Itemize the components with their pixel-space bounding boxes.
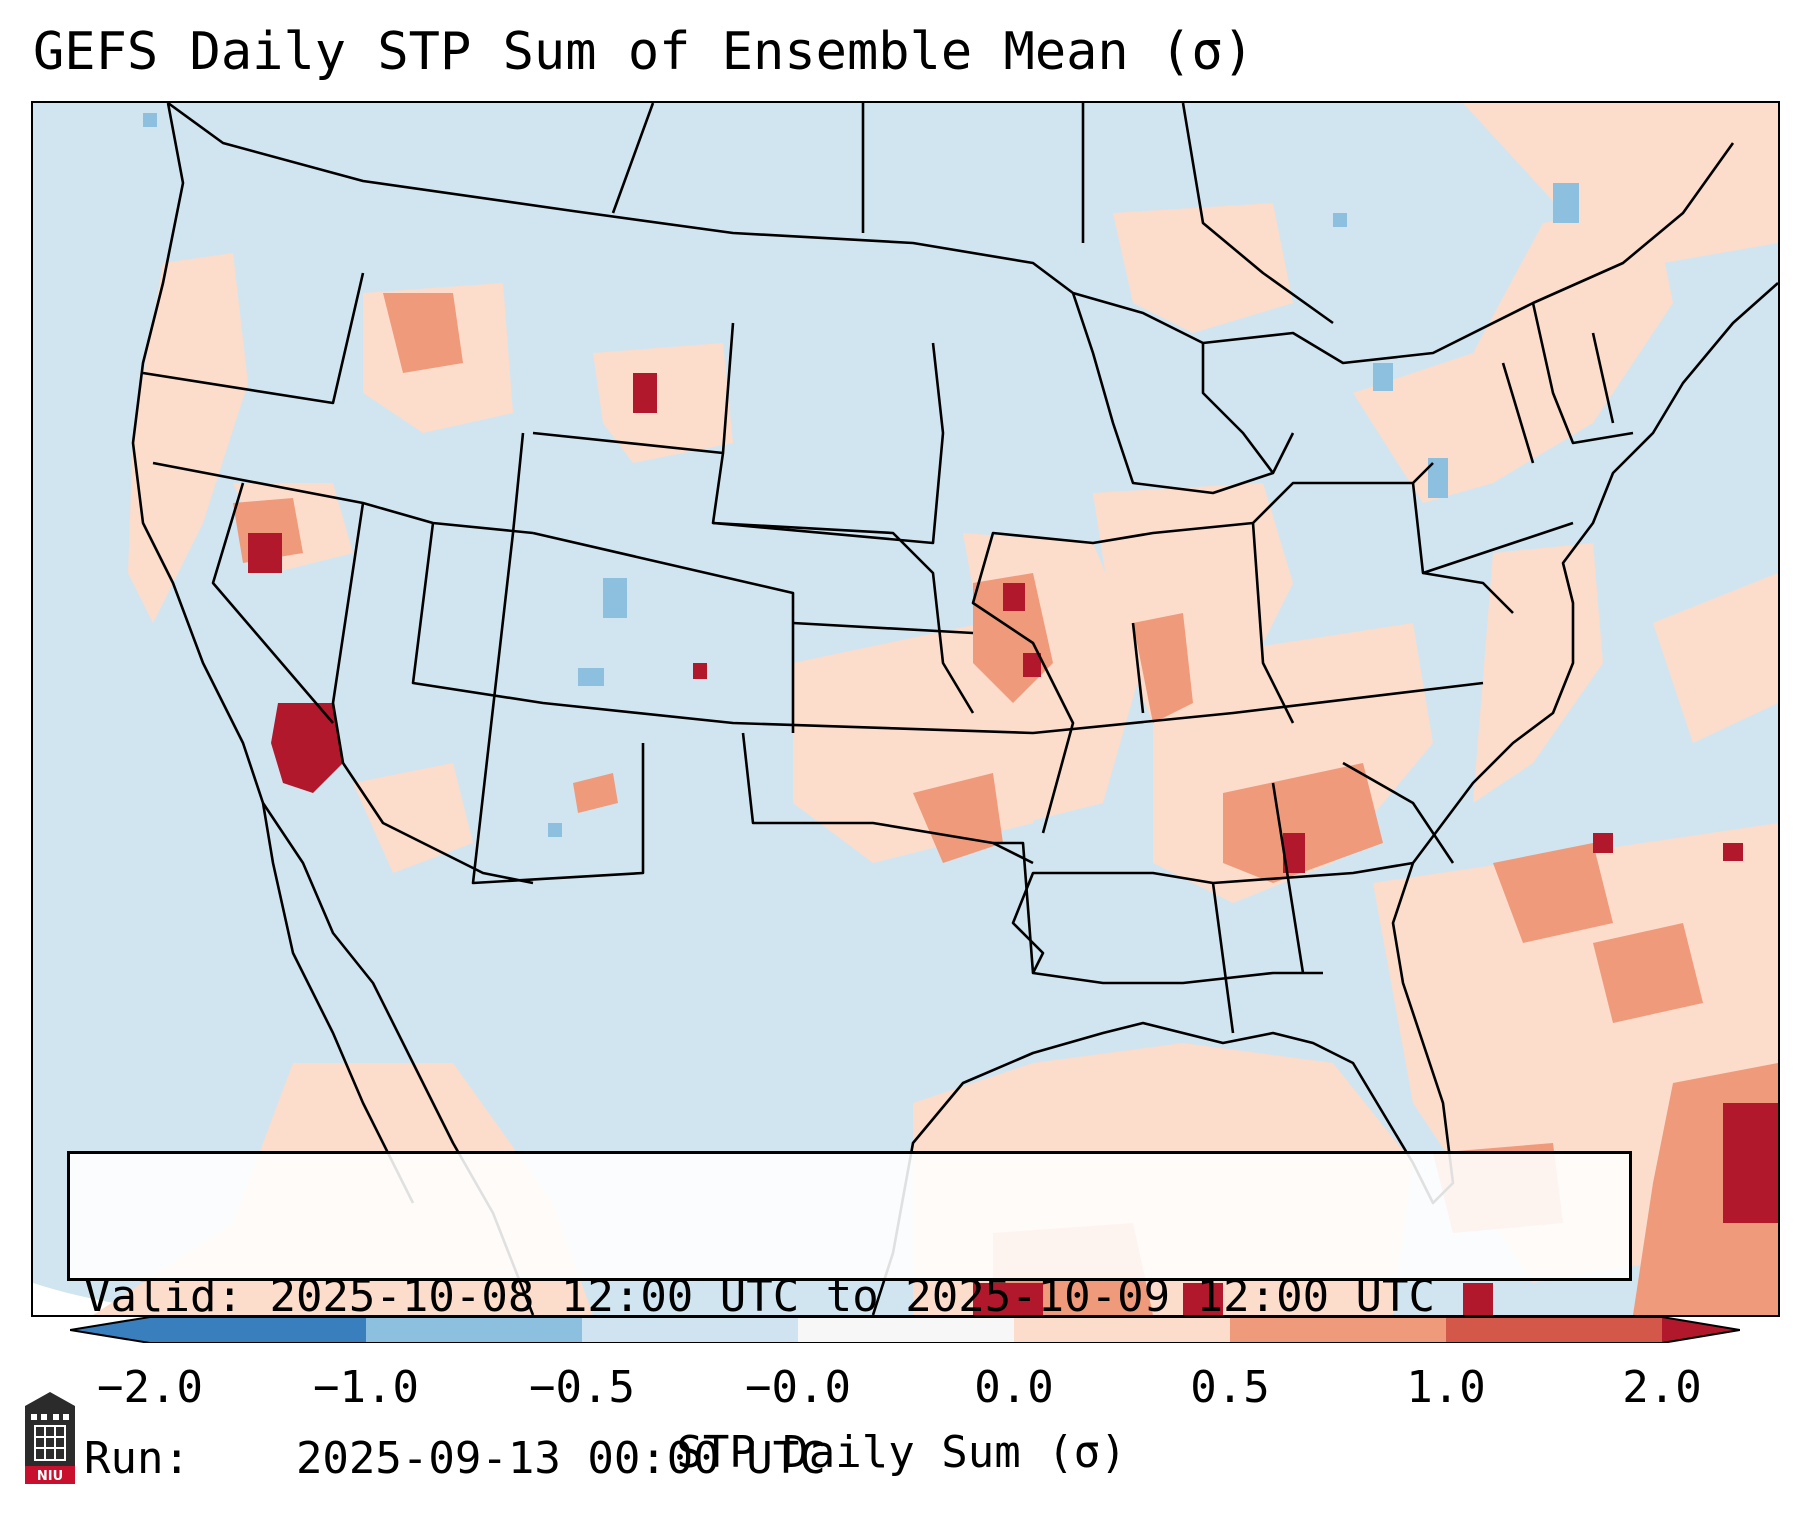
valid-row: Valid: 2025-10-08 12:00 UTC to 2025-10-0… <box>84 1270 1615 1324</box>
colorbar-seg-2 <box>366 1317 582 1343</box>
info-box: Valid: 2025-10-08 12:00 UTC to 2025-10-0… <box>67 1151 1632 1484</box>
valid-label: Valid: <box>84 1271 243 1322</box>
run-row: Run: 2025-09-13 00:00 UTC <box>84 1432 1615 1486</box>
colorbar-seg-5 <box>1014 1317 1230 1343</box>
run-label: Run: <box>84 1433 190 1484</box>
colorbar-seg-0 <box>70 1317 150 1343</box>
strong-positive-regions <box>248 373 1778 1315</box>
colorbar-seg-6 <box>1230 1317 1446 1343</box>
chart-title: GEFS Daily STP Sum of Ensemble Mean (σ) <box>33 22 1254 82</box>
colorbar-tick-label: 0.5 <box>1190 1362 1270 1413</box>
map-panel[interactable] <box>31 101 1780 1317</box>
map-svg <box>33 103 1778 1315</box>
colorbar-tick-label: 0.0 <box>974 1362 1054 1413</box>
colorbar-tick-label: −2.0 <box>97 1362 203 1413</box>
colorbar-seg-4 <box>798 1317 1014 1343</box>
colorbar-seg-1 <box>150 1317 366 1343</box>
outside-domain <box>33 1283 193 1315</box>
negative-regions <box>143 113 1579 837</box>
valid-value: 2025-10-08 12:00 UTC to 2025-10-09 12:00… <box>269 1271 1436 1322</box>
state-boundaries <box>131 103 1778 1315</box>
colorbar-seg-3 <box>582 1317 798 1343</box>
run-value: 2025-09-13 00:00 UTC <box>295 1433 826 1484</box>
colorbar-tick-label: 2.0 <box>1622 1362 1702 1413</box>
colorbar-seg-7 <box>1446 1317 1662 1343</box>
colorbar-tick-label: −0.5 <box>529 1362 635 1413</box>
niu-building-icon: NIU <box>25 1392 75 1484</box>
colorbar-tick-label: −0.0 <box>745 1362 851 1413</box>
colorbar-label: STP Daily Sum (σ) <box>676 1427 1127 1478</box>
logo-text: NIU <box>37 1469 63 1484</box>
colorbar-tick-label: −1.0 <box>313 1362 419 1413</box>
colorbar-tick-label: 1.0 <box>1406 1362 1486 1413</box>
colorbar-seg-8 <box>1662 1317 1740 1343</box>
colorbar <box>70 1317 1740 1343</box>
